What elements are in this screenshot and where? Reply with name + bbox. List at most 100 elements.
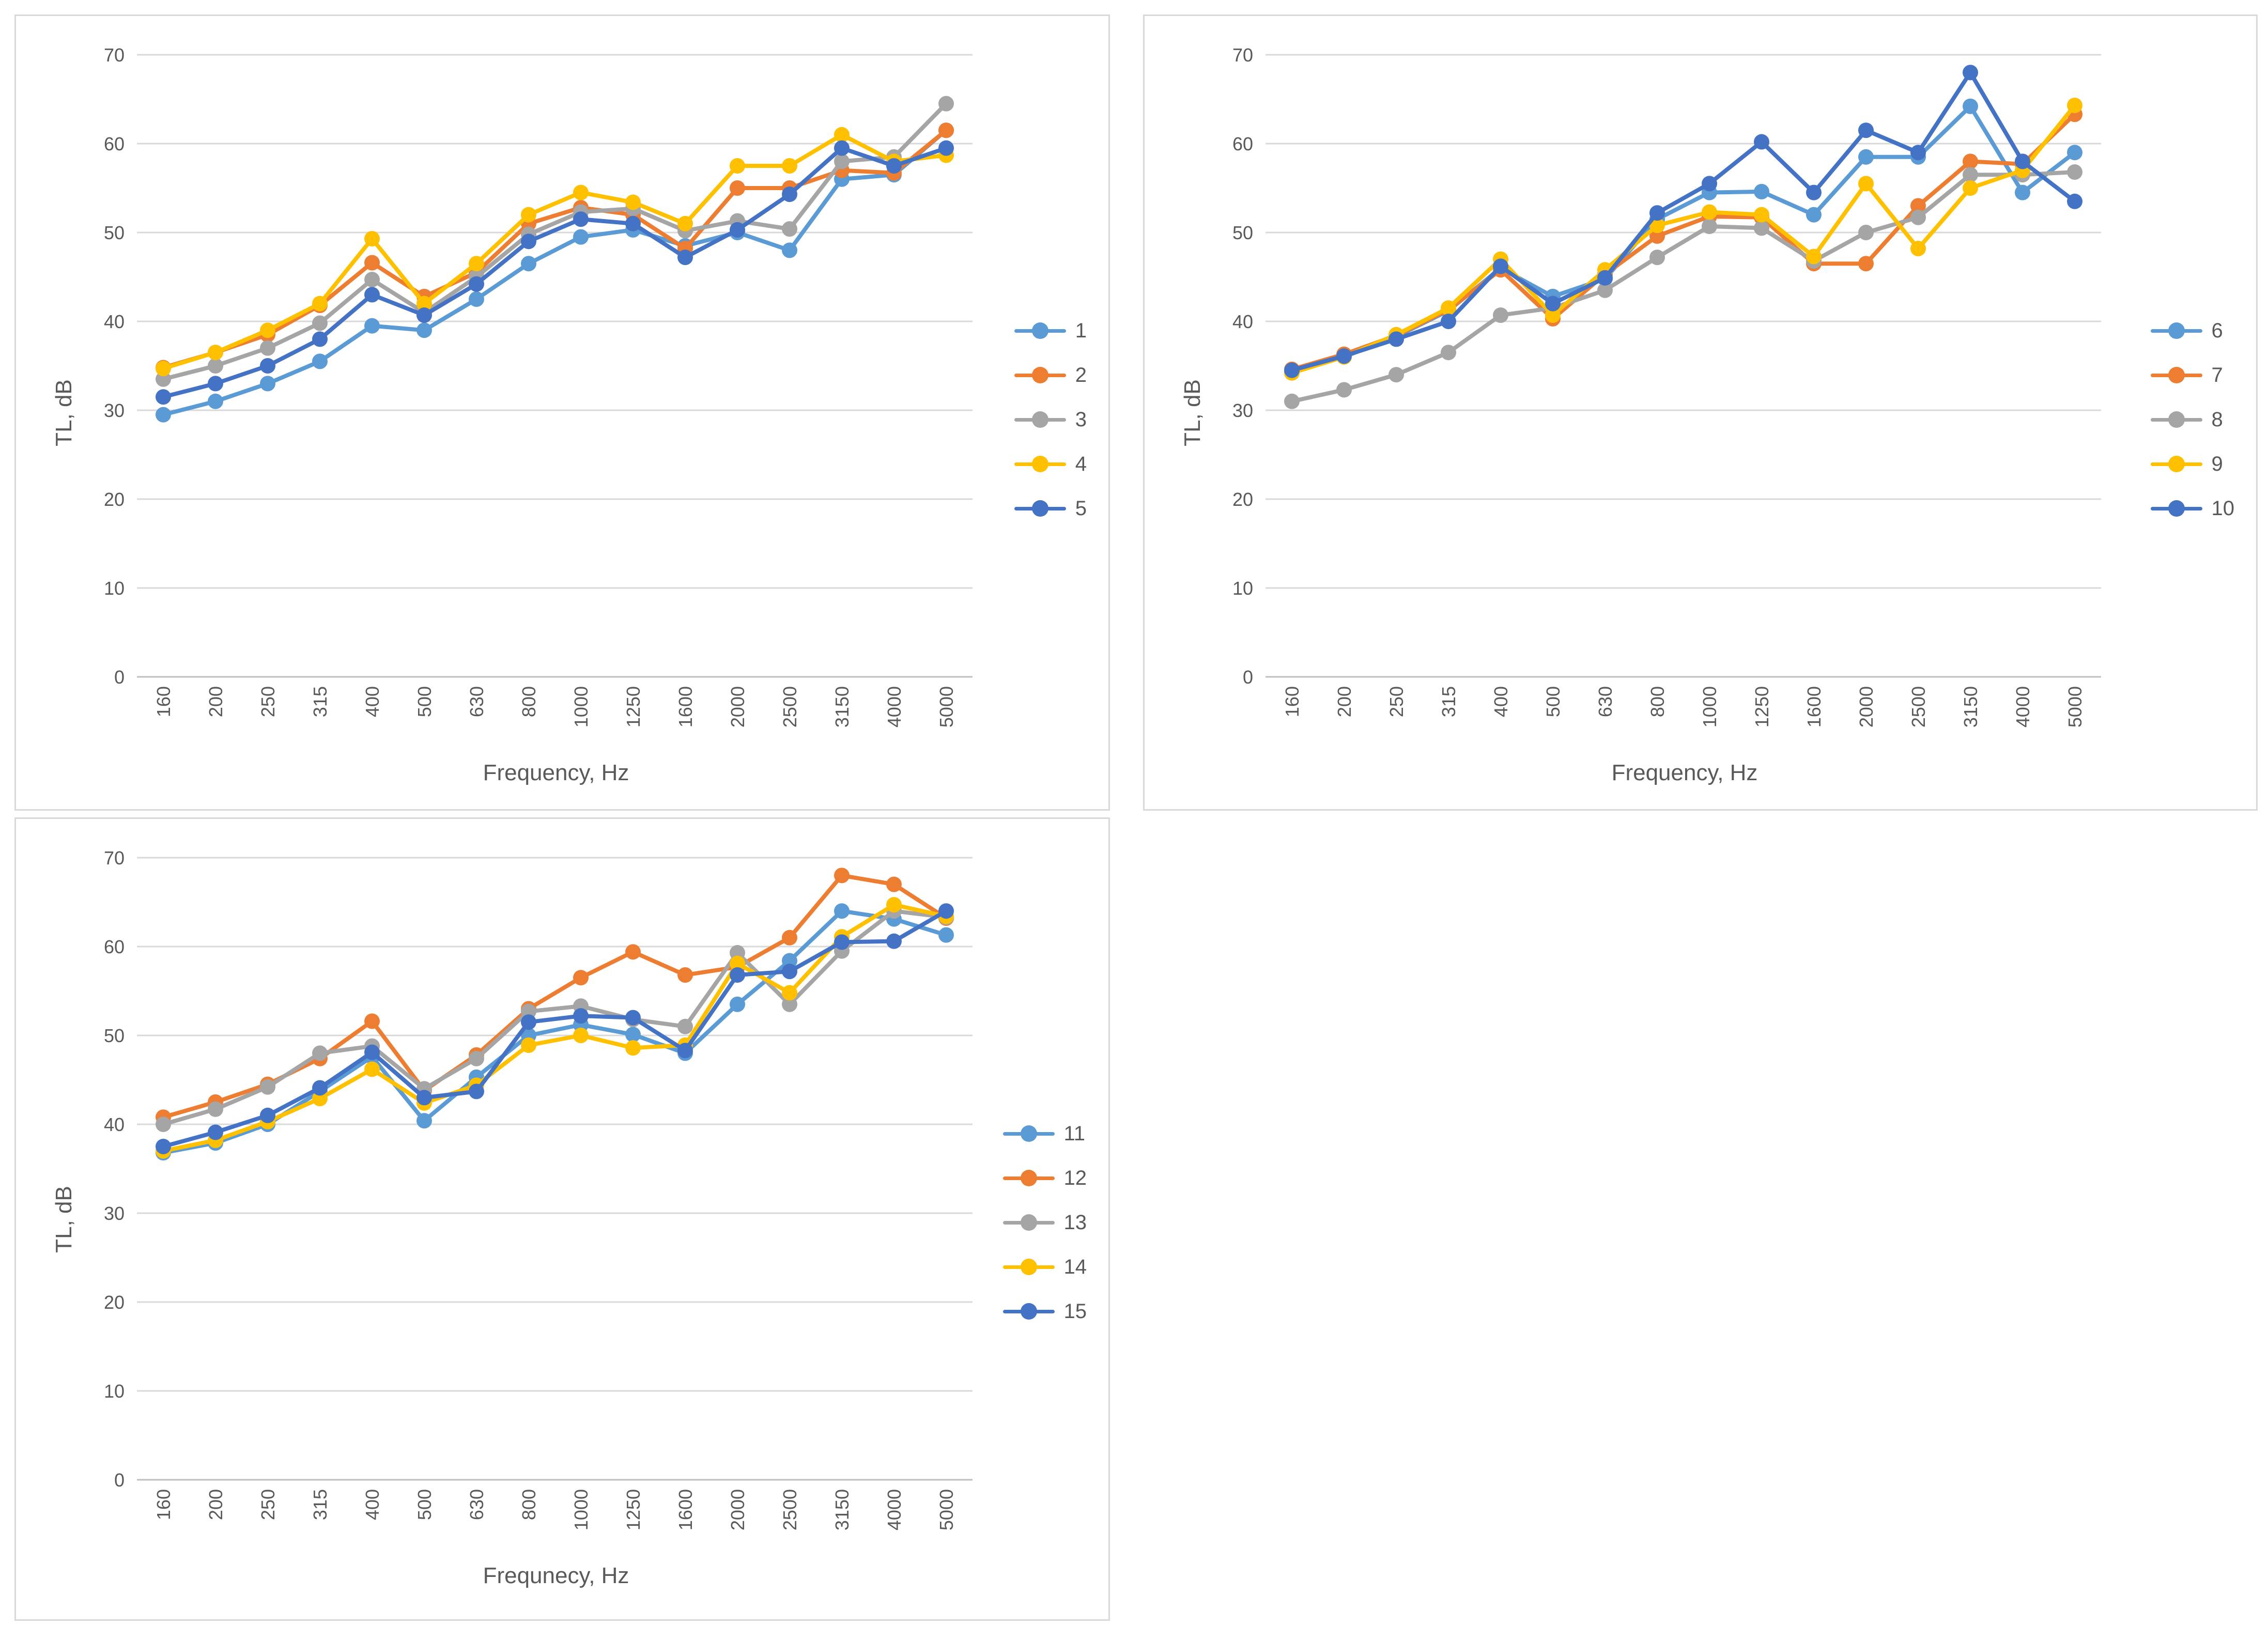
legend-marker-icon: [1002, 1259, 1055, 1275]
series-point-6: [2067, 145, 2082, 161]
x-tick-label: 1250: [623, 686, 644, 727]
y-tick-label: 10: [104, 1381, 125, 1402]
legend-marker-icon: [1002, 1125, 1055, 1142]
legend-item-8: 8: [2150, 397, 2235, 442]
series-point-15: [260, 1107, 275, 1123]
series-point-1: [521, 256, 536, 272]
x-tick-label: 1250: [1751, 686, 1772, 727]
y-axis-title: TL, dB: [51, 379, 76, 446]
legend-marker-icon: [1002, 1170, 1055, 1186]
series-point-13: [469, 1050, 484, 1066]
series-point-12: [677, 967, 693, 983]
series-point-14: [730, 955, 745, 971]
x-tick-label: 250: [257, 1489, 279, 1520]
series-point-5: [364, 287, 380, 303]
series-point-11: [834, 903, 850, 919]
series-point-5: [469, 276, 484, 292]
x-tick-label: 2500: [779, 686, 800, 727]
series-point-9: [1806, 249, 1822, 265]
series-line-14: [163, 903, 947, 1153]
legend-marker-icon: [1014, 411, 1066, 428]
series-point-10: [1910, 145, 1926, 161]
legend-item-label: 7: [2211, 363, 2223, 386]
series-point-15: [782, 964, 797, 980]
x-tick-label: 500: [414, 1489, 435, 1520]
series-point-4: [208, 345, 223, 361]
series-point-14: [312, 1091, 328, 1107]
series-line-1: [163, 129, 948, 417]
legend-item-label: 10: [2211, 497, 2235, 520]
y-tick-label: 0: [114, 667, 125, 688]
legend-marker-icon: [1014, 322, 1066, 339]
series-point-9: [1858, 176, 1874, 192]
series-point-14: [364, 1061, 380, 1077]
x-tick-label: 5000: [936, 1489, 957, 1530]
series-point-12: [782, 930, 797, 946]
x-tick-label: 400: [1490, 686, 1511, 717]
series-point-4: [312, 296, 328, 312]
x-tick-label: 500: [1542, 686, 1564, 717]
series-point-5: [625, 215, 641, 231]
x-tick-label: 1600: [1803, 686, 1825, 727]
chart-panel-bottom-left: 0 10 20 30 40 50 60 70 160 200 250 315 400 500 630 800 1…: [14, 817, 1110, 1621]
series-point-14: [573, 1028, 589, 1043]
series-point-11: [782, 953, 797, 969]
series-point-10: [1754, 134, 1769, 150]
y-tick-label: 0: [114, 1469, 125, 1491]
series-point-1: [312, 353, 328, 369]
series-point-4: [625, 194, 641, 210]
y-tick-label: 0: [1243, 667, 1253, 688]
series-point-6: [1806, 207, 1822, 223]
series-point-15: [625, 1010, 641, 1026]
series-point-14: [625, 1040, 641, 1056]
legend-item-label: 11: [1063, 1122, 1086, 1145]
series-point-2: [364, 255, 380, 271]
series-point-5: [260, 358, 275, 374]
series-point-14: [886, 897, 902, 913]
legend-marker-icon: [2150, 367, 2202, 383]
x-tick-label: 200: [205, 1489, 226, 1520]
legend-item-7: 7: [2150, 353, 2235, 397]
series-point-8: [1858, 225, 1874, 240]
legend-marker-icon: [2150, 322, 2202, 339]
series-point-9: [1910, 240, 1926, 256]
series-line-9: [1291, 104, 2077, 375]
x-tick-label: 2000: [1856, 686, 1877, 727]
series-line-8: [1291, 170, 2075, 404]
series-point-4: [677, 215, 693, 231]
legend-marker-icon: [1014, 456, 1066, 472]
legend-marker-icon: [2150, 411, 2202, 428]
y-tick-label: 30: [104, 1203, 125, 1224]
series-point-9: [2067, 98, 2082, 114]
series-point-4: [730, 158, 745, 174]
series-point-5: [886, 158, 902, 174]
legend-item-14: 14: [1002, 1245, 1087, 1289]
legend-marker-icon: [1002, 1214, 1055, 1231]
series-point-12: [573, 970, 589, 986]
series-line-13: [162, 909, 947, 1126]
x-axis-title: Frequency, Hz: [483, 760, 629, 785]
legend-item-label: 1: [1075, 319, 1087, 342]
series-point-2: [938, 122, 954, 138]
series-point-13: [730, 945, 745, 961]
series-point-8: [1754, 220, 1769, 236]
series-point-6: [1754, 183, 1769, 199]
series-point-1: [782, 242, 797, 258]
y-tick-label: 50: [104, 1025, 125, 1046]
legend-marker-icon: [2150, 456, 2202, 472]
legend-item-label: 6: [2211, 319, 2223, 342]
x-tick-label: 2000: [727, 1489, 748, 1530]
x-tick-label: 160: [153, 1489, 174, 1520]
series-point-4: [573, 184, 589, 200]
series-point-7: [1963, 153, 1978, 169]
legend-marker-icon: [1014, 500, 1066, 517]
legend-item-5: 5: [1014, 486, 1087, 531]
x-tick-label: 630: [466, 686, 487, 717]
series-point-10: [1806, 184, 1822, 200]
plot-area: 0 10 20 30 40 50 60 70 160 200 250 315 400 500 630 800 1…: [1232, 44, 2101, 727]
series-point-12: [886, 876, 902, 892]
series-point-10: [1597, 270, 1613, 286]
y-tick-label: 70: [1232, 44, 1253, 66]
series-point-8: [2067, 164, 2082, 180]
x-tick-label: 4000: [884, 686, 905, 727]
